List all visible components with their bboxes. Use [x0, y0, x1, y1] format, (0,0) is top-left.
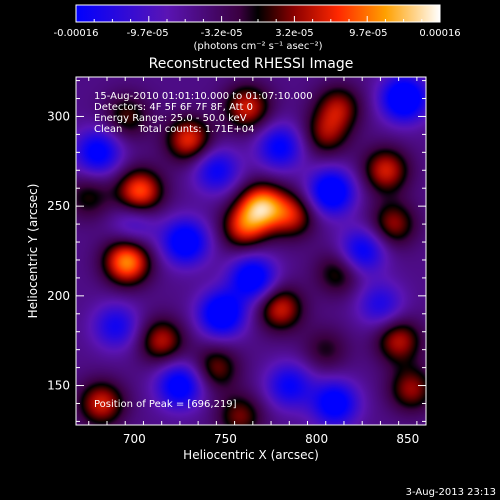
chart-title: Reconstructed RHESSI Image: [149, 56, 354, 72]
colorbar: -0.00016 -9.7e-05 -3.2e-05 3.2e-05 9.7e-05 0.…: [54, 4, 461, 52]
x-tick-label: 850: [396, 432, 419, 446]
colorbar-tick-label: 0.00016: [419, 28, 460, 39]
y-axis-label: Heliocentric Y (arcsec): [26, 184, 40, 319]
colorbar-ticks: [75, 16, 441, 22]
annotations: 15-Aug-2010 01:01:10.000 to 01:07:10.000…: [94, 91, 313, 410]
colorbar-tick-label: -0.00016: [54, 28, 99, 39]
y-axis-tick-labels: 150 200 250 300: [47, 109, 70, 392]
x-axis-ticks: [88, 77, 418, 425]
y-tick-label: 300: [47, 109, 70, 123]
x-axis-label: Heliocentric X (arcsec): [183, 448, 319, 462]
plot-frame: [75, 76, 427, 426]
annotation-energy-range: Energy Range: 25.0 - 50.0 keV: [94, 113, 247, 124]
annotation-detectors: Detectors: 4F 5F 6F 7F 8F, Att 0: [94, 102, 253, 113]
annotation-clean-counts: Clean Total counts: 1.71E+04: [94, 124, 254, 135]
colorbar-tick-label: -3.2e-05: [201, 28, 243, 39]
y-tick-label: 150: [47, 379, 70, 393]
colorbar-units-label: (photons cm⁻² s⁻¹ asec⁻²): [193, 41, 322, 52]
colorbar-tick-labels: -0.00016 -9.7e-05 -3.2e-05 3.2e-05 9.7e-05 0.…: [54, 28, 461, 39]
x-tick-label: 750: [214, 432, 237, 446]
colorbar-tick-label: 9.7e-05: [349, 28, 387, 39]
annotation-peak-position: Position of Peak = [696,219]: [94, 399, 237, 410]
annotation-time-range: 15-Aug-2010 01:01:10.000 to 01:07:10.000: [94, 91, 313, 102]
x-tick-label: 700: [123, 432, 146, 446]
x-tick-label: 800: [305, 432, 328, 446]
colorbar-tick-label: -9.7e-05: [127, 28, 169, 39]
y-tick-label: 250: [47, 199, 70, 213]
y-axis-ticks: [76, 80, 426, 422]
date-stamp: 3-Aug-2013 23:13: [406, 487, 496, 498]
y-tick-label: 200: [47, 289, 70, 303]
colorbar-tick-label: 3.2e-05: [275, 28, 313, 39]
x-axis-tick-labels: 700 750 800 850: [123, 432, 419, 446]
